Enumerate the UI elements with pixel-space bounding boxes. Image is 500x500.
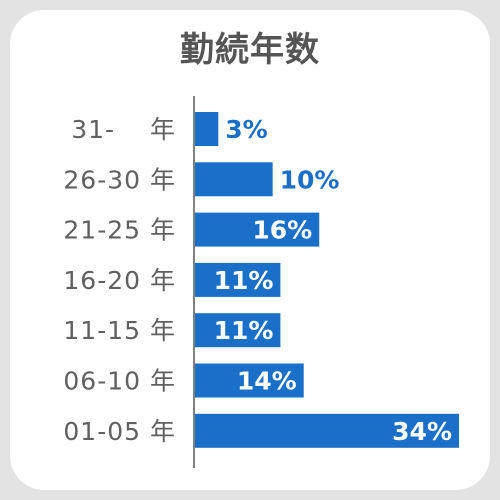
- bar: [195, 363, 304, 398]
- value-label: 3%: [225, 115, 267, 144]
- bar: [195, 212, 320, 247]
- category-label: 21-25 年: [63, 216, 176, 245]
- category-label: 26-30 年: [63, 165, 176, 194]
- bar: [195, 313, 281, 348]
- value-label: 16%: [252, 216, 312, 245]
- bar: [195, 112, 219, 146]
- bar: [195, 413, 459, 448]
- chart-card: [10, 10, 490, 490]
- bar: [195, 262, 281, 297]
- value-label: 10%: [280, 165, 340, 194]
- category-label: 06-10 年: [63, 367, 176, 396]
- bar: [195, 162, 273, 197]
- category-label: 11-15 年: [63, 316, 176, 345]
- category-label: 16-20 年: [63, 266, 176, 295]
- category-label: 01-05 年: [63, 417, 176, 446]
- value-label: 14%: [237, 367, 297, 396]
- value-label: 11%: [214, 316, 274, 345]
- chart-title: 勤続年数: [180, 30, 320, 70]
- category-label: 31- 年: [71, 115, 176, 144]
- value-label: 34%: [392, 417, 452, 446]
- value-label: 11%: [214, 266, 274, 295]
